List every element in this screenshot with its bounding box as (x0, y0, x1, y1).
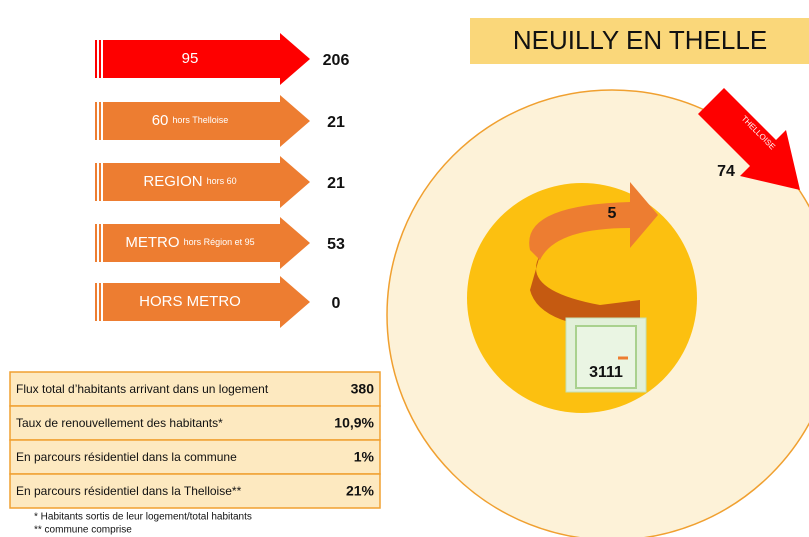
row-value: 21% (346, 483, 375, 499)
arrow (103, 156, 310, 208)
arrow-stripe (99, 163, 101, 201)
row-value: 1% (354, 449, 375, 465)
loop-back (530, 255, 640, 330)
row-label: En parcours résidentiel dans la commune (16, 450, 237, 464)
arrow-label-main: METRO (125, 234, 179, 251)
arrow-value: 206 (323, 52, 350, 69)
row-value: 380 (351, 381, 375, 397)
thelloise-arrow (698, 88, 800, 190)
footnote: ** commune comprise (34, 525, 132, 536)
arrow-stripe (95, 224, 97, 262)
arrow-value: 53 (327, 236, 345, 253)
arrow-stripe (95, 102, 97, 140)
arrow-sublabel: hors Thelloise (172, 115, 228, 125)
arrow (103, 95, 310, 147)
arrow (103, 33, 310, 85)
arrow-sublabel: hors 60 (207, 176, 237, 186)
table-row (9, 405, 381, 441)
arrow-value: 21 (327, 175, 345, 192)
arrow (103, 217, 310, 269)
title-box (470, 18, 809, 64)
table-row (9, 371, 381, 407)
footnote: * Habitants sortis de leur logement/tota… (34, 512, 252, 523)
arrow-label: HORS METRO (139, 293, 241, 310)
arrow-label: 60 hors Thelloise (152, 112, 229, 129)
arrow-label: 95 (182, 50, 199, 67)
arrow-label-main: HORS METRO (139, 293, 241, 310)
row-value: 10,9% (334, 415, 374, 431)
arrow-stripe (99, 40, 101, 78)
arrow-stripe (99, 224, 101, 262)
arrow-stripe (95, 163, 97, 201)
thelloise-value: 74 (717, 163, 735, 180)
arrow-label-main: 95 (182, 50, 199, 67)
table-row (9, 473, 381, 509)
row-label: Taux de renouvellement des habitants* (16, 416, 223, 430)
table-row (9, 439, 381, 475)
arrow-label: REGION hors 60 (143, 173, 236, 190)
title: NEUILLY EN THELLE (513, 25, 767, 55)
loop-front (529, 182, 658, 260)
arrow-label: METRO hors Région et 95 (125, 234, 254, 251)
arrow-stripe (95, 283, 97, 321)
arrow (103, 276, 310, 328)
arrow-stripe (99, 283, 101, 321)
loop-value: 5 (608, 205, 617, 222)
arrow-stripe (95, 40, 97, 78)
door-value: 3111 (589, 364, 623, 381)
arrow-sublabel: hors Région et 95 (184, 237, 255, 247)
arrow-label-main: 60 (152, 112, 169, 129)
arrow-stripe (99, 102, 101, 140)
arrow-value: 0 (332, 295, 341, 312)
row-label: Flux total d’habitants arrivant dans un … (16, 382, 269, 396)
arrow-value: 21 (327, 114, 345, 131)
row-label: En parcours résidentiel dans la Thellois… (16, 484, 242, 498)
arrow-label-main: REGION (143, 173, 202, 190)
